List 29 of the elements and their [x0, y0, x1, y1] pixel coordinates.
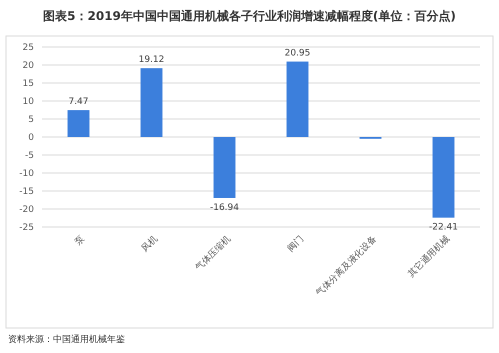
data-label: -22.41: [428, 222, 458, 233]
y-tick-label: 0: [28, 133, 34, 144]
y-tick-label: 25: [22, 43, 34, 54]
y-tick-label: 5: [28, 115, 34, 126]
y-tick-label: -15: [19, 187, 34, 198]
bar: [286, 62, 308, 137]
y-tick-label: -10: [19, 169, 34, 180]
bar: [140, 68, 162, 137]
x-tick-label: 风机: [139, 234, 160, 254]
bar: [432, 137, 454, 218]
data-label: 7.47: [68, 97, 89, 108]
y-tick-label: -5: [25, 151, 34, 162]
y-tick-label: 10: [22, 97, 34, 108]
x-tick-label: 气体分离及液化设备: [314, 234, 379, 299]
x-tick-label: 气体压缩机: [193, 234, 233, 274]
y-tick-label: -25: [19, 223, 34, 234]
x-tick-label: 其它通用机械: [406, 234, 452, 280]
x-tick-label: 阀门: [285, 234, 306, 254]
bar: [214, 137, 236, 198]
text: 资料来源：中国通用机械年鉴: [8, 334, 125, 345]
data-label: 19.12: [138, 55, 164, 66]
chart-title: 图表5：2019年中国中国通用机械各子行业利润增速减幅程度(单位：百分点): [43, 9, 456, 23]
data-label: 20.95: [284, 48, 310, 59]
y-tick-label: -20: [19, 205, 34, 216]
bar: [68, 110, 90, 137]
x-tick-label: 泵: [72, 234, 87, 248]
y-tick-label: 15: [22, 79, 34, 90]
data-label: -16.94: [210, 202, 240, 213]
y-tick-label: 20: [22, 61, 34, 72]
